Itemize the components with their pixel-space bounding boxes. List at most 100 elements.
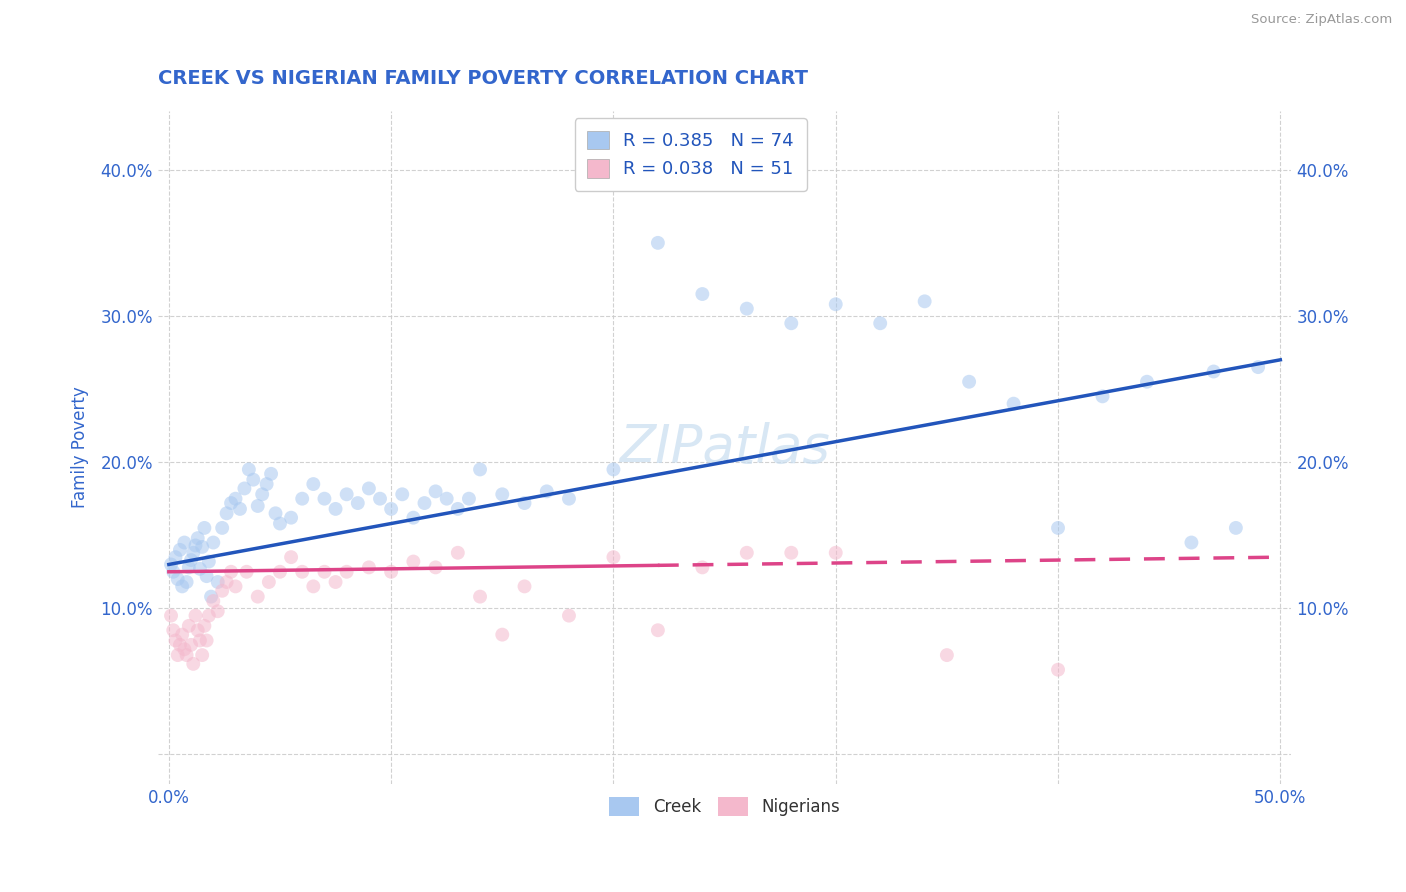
Point	[219, 496, 242, 510]
Point	[195, 569, 218, 583]
Point	[207, 604, 229, 618]
Point	[1136, 375, 1159, 389]
Point	[1202, 364, 1225, 378]
Point	[242, 473, 264, 487]
Point	[380, 502, 402, 516]
Point	[246, 499, 269, 513]
Point	[314, 491, 336, 506]
Point	[215, 574, 238, 589]
Point	[391, 487, 413, 501]
Point	[735, 301, 758, 316]
Legend: Creek, Nigerians: Creek, Nigerians	[603, 790, 846, 822]
Point	[824, 546, 846, 560]
Point	[357, 482, 380, 496]
Point	[191, 540, 214, 554]
Point	[207, 574, 229, 589]
Point	[181, 657, 204, 671]
Point	[346, 496, 368, 510]
Point	[269, 565, 291, 579]
Point	[1180, 535, 1202, 549]
Point	[198, 608, 221, 623]
Point	[692, 560, 714, 574]
Point	[1047, 521, 1070, 535]
Point	[280, 510, 302, 524]
Point	[166, 572, 188, 586]
Point	[202, 594, 225, 608]
Point	[425, 560, 447, 574]
Point	[536, 484, 558, 499]
Y-axis label: Family Poverty: Family Poverty	[72, 386, 89, 508]
Point	[256, 477, 278, 491]
Point	[935, 648, 957, 662]
Point	[447, 546, 470, 560]
Point	[647, 624, 669, 638]
Point	[413, 496, 436, 510]
Point	[1047, 663, 1070, 677]
Point	[325, 574, 347, 589]
Point	[173, 642, 195, 657]
Point	[176, 574, 198, 589]
Point	[169, 638, 191, 652]
Point	[368, 491, 391, 506]
Point	[291, 565, 314, 579]
Point	[491, 627, 513, 641]
Point	[181, 546, 204, 560]
Point	[184, 539, 207, 553]
Point	[425, 484, 447, 499]
Point	[1247, 360, 1270, 375]
Point	[172, 579, 194, 593]
Point	[188, 633, 211, 648]
Point	[491, 487, 513, 501]
Point	[735, 546, 758, 560]
Text: CREEK VS NIGERIAN FAMILY POVERTY CORRELATION CHART: CREEK VS NIGERIAN FAMILY POVERTY CORRELA…	[157, 69, 807, 87]
Point	[198, 555, 221, 569]
Point	[302, 477, 325, 491]
Point	[291, 491, 314, 506]
Point	[257, 574, 280, 589]
Point	[1091, 389, 1114, 403]
Point	[302, 579, 325, 593]
Point	[233, 482, 256, 496]
Point	[336, 487, 359, 501]
Point	[193, 521, 215, 535]
Point	[195, 633, 218, 648]
Point	[166, 648, 188, 662]
Point	[780, 546, 803, 560]
Point	[558, 608, 581, 623]
Point	[1002, 397, 1025, 411]
Point	[869, 316, 891, 330]
Point	[200, 590, 222, 604]
Point	[238, 462, 260, 476]
Point	[436, 491, 458, 506]
Point	[402, 555, 425, 569]
Point	[402, 510, 425, 524]
Point	[914, 294, 936, 309]
Point	[314, 565, 336, 579]
Point	[193, 619, 215, 633]
Point	[187, 624, 209, 638]
Point	[780, 316, 803, 330]
Point	[160, 558, 183, 572]
Point	[211, 583, 233, 598]
Point	[824, 297, 846, 311]
Point	[172, 627, 194, 641]
Point	[602, 550, 624, 565]
Point	[165, 550, 187, 565]
Point	[647, 235, 669, 250]
Point	[602, 462, 624, 476]
Point	[184, 608, 207, 623]
Point	[357, 560, 380, 574]
Point	[558, 491, 581, 506]
Text: ZIPatlas: ZIPatlas	[619, 422, 830, 474]
Point	[336, 565, 359, 579]
Point	[177, 619, 200, 633]
Point	[160, 608, 183, 623]
Point	[692, 287, 714, 301]
Point	[215, 506, 238, 520]
Point	[264, 506, 287, 520]
Point	[165, 633, 187, 648]
Point	[380, 565, 402, 579]
Point	[468, 590, 491, 604]
Point	[447, 502, 470, 516]
Point	[513, 579, 536, 593]
